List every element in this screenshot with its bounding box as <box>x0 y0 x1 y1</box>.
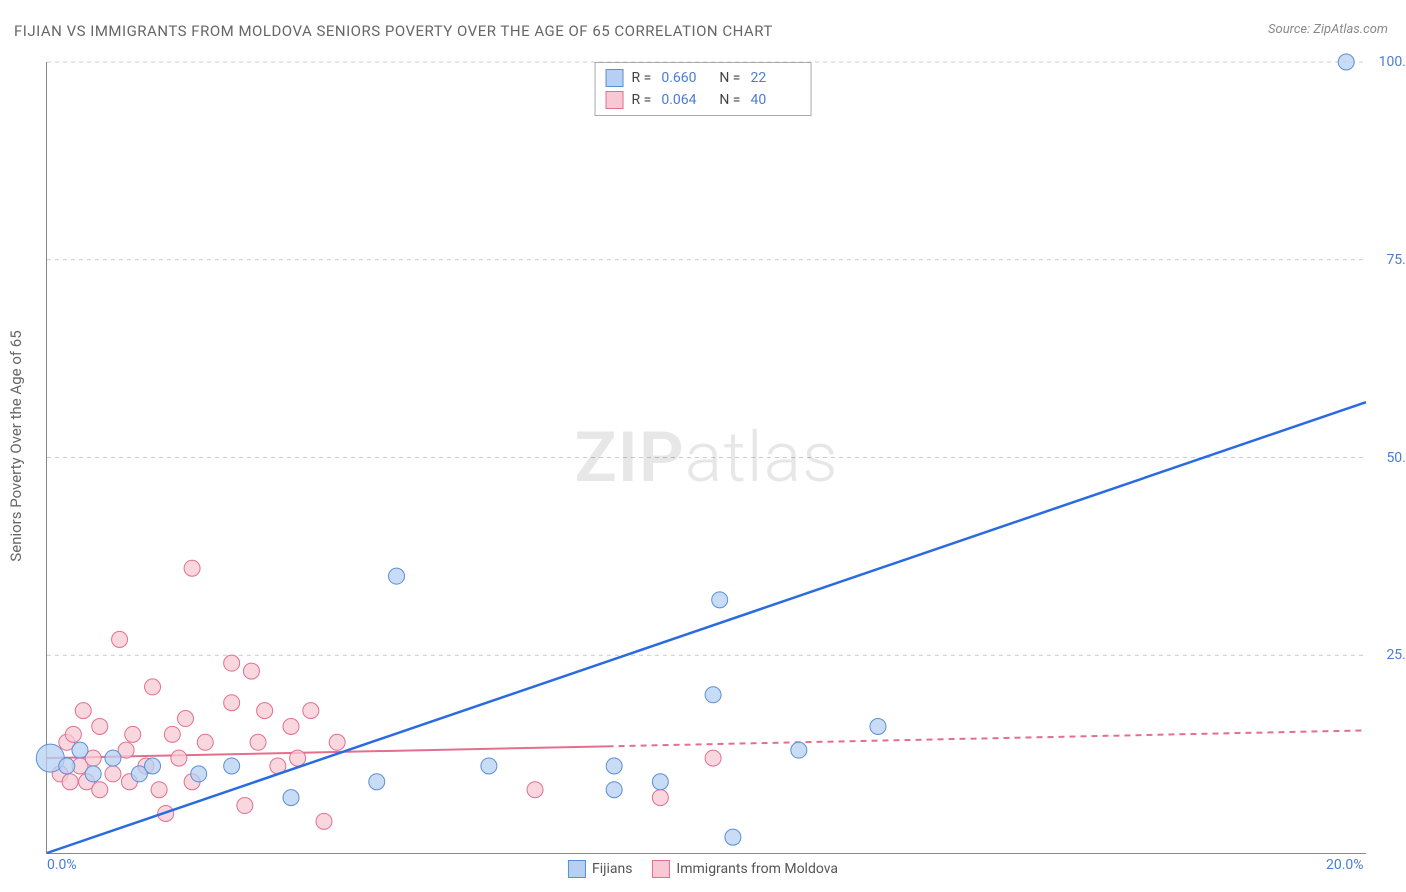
plot-area: ZIPatlas 25.0%50.0%75.0%100.0%0.0%20.0% <box>46 62 1366 854</box>
series-legend: Fijians Immigrants from Moldova <box>568 860 838 878</box>
y-tick-label: 25.0% <box>1386 647 1406 663</box>
swatch-moldova <box>606 91 624 109</box>
n-label: N = <box>719 70 740 86</box>
x-tick-label: 0.0% <box>47 857 77 873</box>
legend-item-fijians: Fijians <box>568 860 632 878</box>
y-tick-label: 100.0% <box>1379 54 1406 70</box>
y-axis-title: Seniors Poverty Over the Age of 65 <box>7 330 25 561</box>
chart-title: FIJIAN VS IMMIGRANTS FROM MOLDOVA SENIOR… <box>14 22 773 40</box>
legend-label-fijians: Fijians <box>592 861 632 877</box>
correlation-legend: R = 0.660 N = 22 R = 0.064 N = 40 <box>595 62 812 116</box>
swatch-fijians <box>606 69 624 87</box>
r-label: R = <box>632 70 652 86</box>
legend-row-moldova: R = 0.064 N = 40 <box>606 89 801 111</box>
n-value-fijians: 22 <box>750 70 800 86</box>
source-attribution: Source: ZipAtlas.com <box>1268 22 1388 37</box>
x-tick-label: 20.0% <box>1326 857 1364 873</box>
r-value-fijians: 0.660 <box>661 70 711 86</box>
r-value-moldova: 0.064 <box>661 92 711 108</box>
swatch-moldova-icon <box>652 860 670 878</box>
legend-row-fijians: R = 0.660 N = 22 <box>606 67 801 89</box>
chart-svg <box>47 62 1366 853</box>
n-label: N = <box>719 92 740 108</box>
legend-label-moldova: Immigrants from Moldova <box>676 861 838 877</box>
legend-item-moldova: Immigrants from Moldova <box>652 860 838 878</box>
y-tick-label: 50.0% <box>1386 450 1406 466</box>
y-tick-label: 75.0% <box>1386 252 1406 268</box>
swatch-fijians-icon <box>568 860 586 878</box>
n-value-moldova: 40 <box>750 92 800 108</box>
r-label: R = <box>632 92 652 108</box>
